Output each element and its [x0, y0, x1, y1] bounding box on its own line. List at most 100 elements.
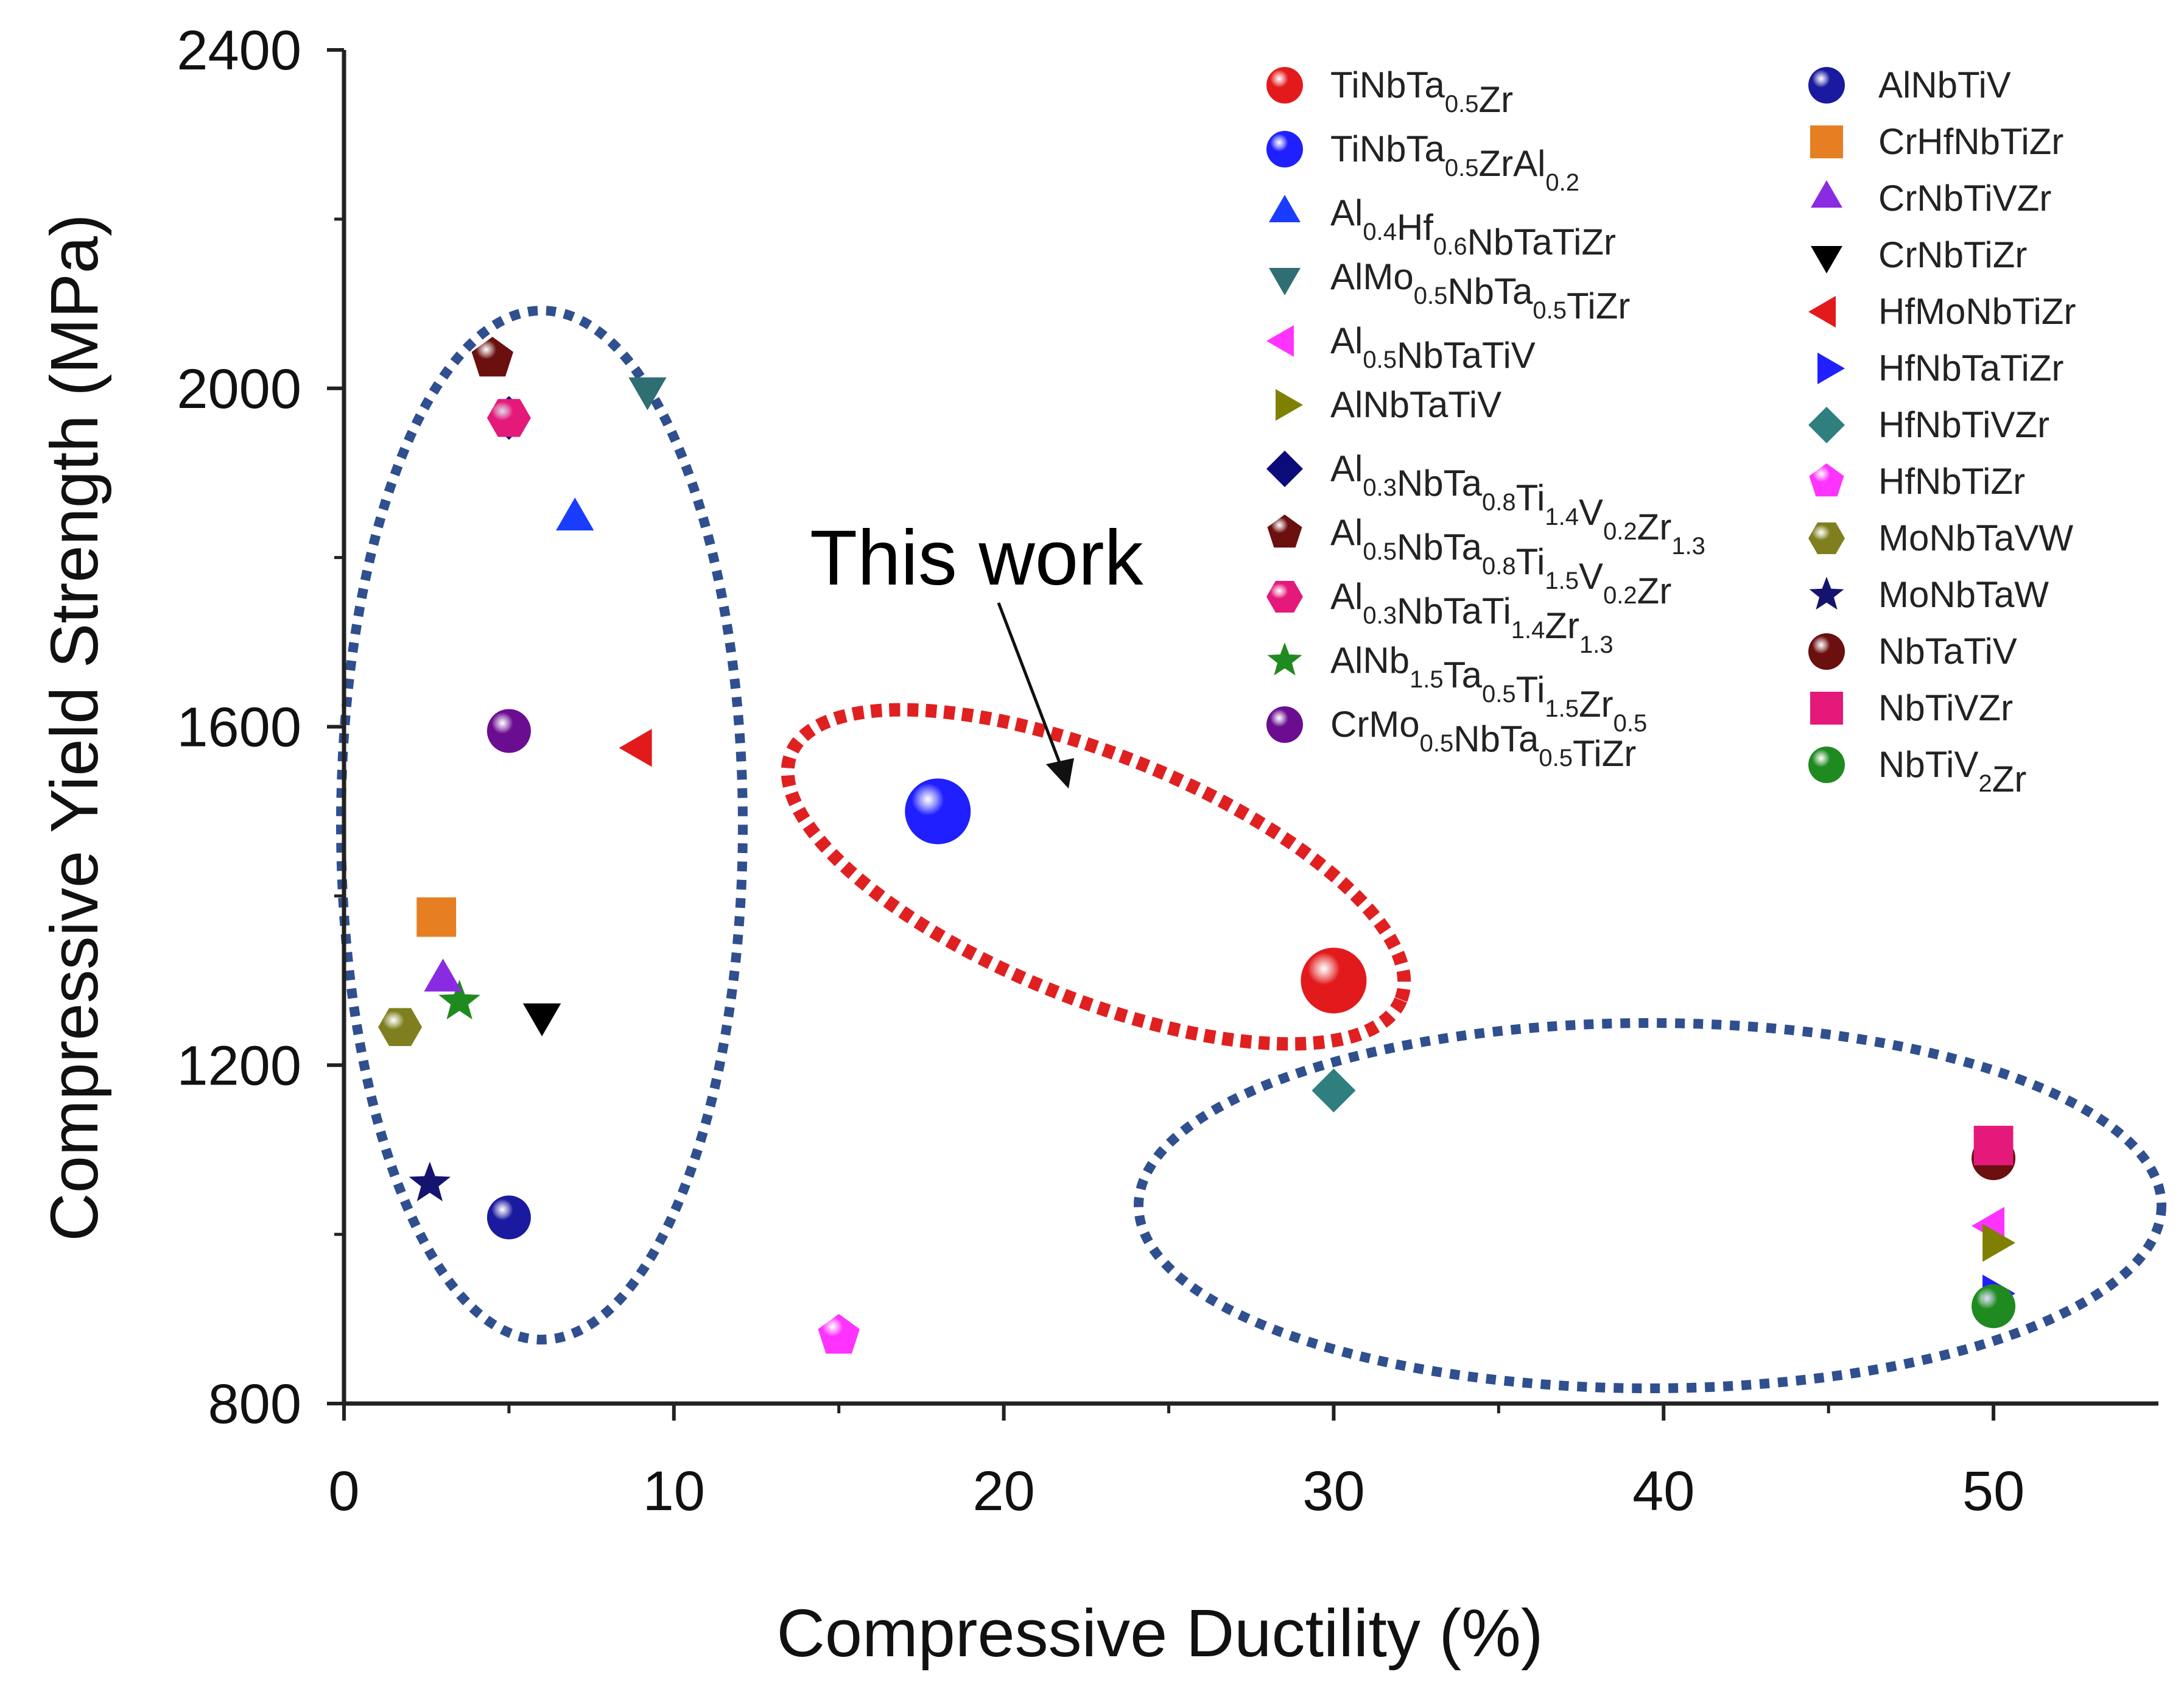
y-tick-label: 2000 — [177, 358, 301, 420]
legend-label-subscript: 0.2 — [1603, 518, 1637, 545]
legend-label-subscript: 0.5 — [1414, 283, 1448, 309]
legend-label: MoNbTaVW — [1878, 518, 2073, 558]
data-point-2 — [556, 497, 594, 531]
legend-label-main: ZrAl — [1478, 143, 1545, 184]
legend-label-subscript: 0.5 — [1482, 681, 1516, 708]
legend-label-main: Al — [1330, 576, 1363, 617]
legend-label: TiNbTa0.5ZrAl0.2 — [1330, 128, 1579, 196]
legend-label-main: HfNbTaTiZr — [1878, 348, 2063, 388]
x-tick-label: 40 — [1632, 1460, 1694, 1522]
legend-label-main: TiZr — [1567, 286, 1630, 326]
legend-label-subscript: 0.8 — [1482, 489, 1516, 516]
legend-label-main: NbTa — [1447, 271, 1533, 312]
legend-label-subscript: 1.3 — [1579, 631, 1613, 658]
data-point-19 — [378, 1008, 423, 1046]
legend-label-main: AlNbTiV — [1878, 65, 2011, 105]
legend-label-main: Ti — [1516, 669, 1545, 710]
legend-label-subscript: 1.5 — [1410, 666, 1444, 693]
legend-label-main: Zr — [1545, 605, 1579, 646]
legend-label-main: NbTa — [1453, 719, 1539, 759]
legend-label-main: MoNbTaW — [1878, 574, 2049, 615]
legend-label: HfNbTiVZr — [1878, 404, 2049, 445]
y-tick-label: 800 — [208, 1373, 302, 1435]
legend-label-main: NbTaTiV — [1878, 631, 2017, 672]
legend-marker — [1809, 463, 1844, 497]
x-axis-title: Compressive Ductility (%) — [776, 1596, 1543, 1671]
x-tick-label: 50 — [1962, 1460, 2024, 1522]
data-point-0 — [1301, 947, 1367, 1014]
legend-label-main: CrMo — [1330, 704, 1420, 745]
legend-label-main: TiZr — [1573, 733, 1636, 774]
legend-label: CrHfNbTiZr — [1878, 121, 2063, 162]
cluster-ellipse-high-ductility — [1134, 1018, 2166, 1393]
data-point-3 — [628, 377, 667, 410]
data-point-23 — [1972, 1284, 2016, 1329]
legend-label-main: NbTaTi — [1397, 591, 1511, 631]
legend-marker — [1808, 296, 1836, 328]
legend-label-main: NbTaTiZr — [1467, 222, 1616, 262]
legend-label-main: Zr — [1637, 571, 1672, 611]
legend-label-subscript: 0.8 — [1482, 553, 1516, 580]
legend-label: Al0.5NbTa0.8Ti1.5V0.2Zr — [1330, 512, 1671, 611]
legend-marker — [1269, 195, 1301, 222]
legend-marker — [1266, 451, 1303, 487]
legend-label: AlNb1.5Ta0.5Ti1.5Zr0.5 — [1330, 640, 1647, 737]
legend-label-subscript: 0.5 — [1363, 346, 1397, 373]
legend-label-main: AlNb — [1330, 640, 1410, 681]
data-point-11 — [486, 1195, 531, 1240]
data-point-15 — [619, 729, 652, 767]
legend-label-subscript: 0.6 — [1433, 233, 1467, 260]
legend-label-main: Al — [1330, 448, 1363, 489]
legend-label-subscript: 1.4 — [1511, 617, 1545, 644]
legend-label-main: AlNbTaTiV — [1330, 384, 1501, 425]
data-point-10 — [486, 709, 531, 753]
legend-label-main: NbTa — [1397, 527, 1483, 568]
legend-label-subscript: 0.4 — [1363, 219, 1397, 245]
legend-label-subscript: 0.5 — [1613, 710, 1648, 737]
legend-label: NbTaTiV — [1878, 631, 2017, 672]
legend-label-subscript: 1.5 — [1545, 568, 1579, 594]
legend-label-subscript: 1.5 — [1545, 695, 1579, 722]
legend-marker — [1817, 353, 1845, 384]
legend-label: MoNbTaW — [1878, 574, 2049, 615]
annotation-arrow — [997, 602, 1064, 771]
legend-label-main: Zr — [1478, 79, 1513, 120]
data-point-20 — [409, 1161, 451, 1201]
data-points — [378, 337, 2016, 1354]
legend-marker — [1808, 747, 1845, 783]
data-point-7 — [471, 337, 514, 377]
legend-marker — [1808, 522, 1845, 554]
legend-label: AlNbTaTiV — [1330, 384, 1501, 425]
legend-label-subscript: 0.5 — [1445, 91, 1479, 118]
data-point-1 — [905, 778, 971, 845]
legend-label-main: Al — [1330, 512, 1363, 553]
legend-label-main: Al — [1330, 320, 1363, 361]
legend-marker — [1269, 268, 1301, 295]
legend-marker — [1266, 325, 1294, 357]
legend-label-subscript: 1.3 — [1671, 533, 1705, 560]
legend-marker — [1808, 633, 1845, 670]
legend-label: AlNbTiV — [1878, 65, 2011, 105]
legend-marker — [1808, 407, 1845, 443]
legend-label-subscript: 0.3 — [1363, 474, 1397, 501]
legend-label: Al0.3NbTaTi1.4Zr1.3 — [1330, 576, 1613, 658]
y-axis-title: Compressive Yield Strength (MPa) — [37, 214, 112, 1241]
legend-label-main: AlMo — [1330, 256, 1414, 297]
legend-marker — [1267, 642, 1302, 676]
legend-label-main: MoNbTaVW — [1878, 518, 2073, 558]
legend-label-subscript: 0.5 — [1363, 538, 1397, 565]
legend-label-main: Hf — [1397, 207, 1433, 248]
legend-marker — [1276, 389, 1303, 421]
legend-label: TiNbTa0.5Zr — [1330, 65, 1513, 120]
data-point-22 — [1973, 1125, 2014, 1165]
legend-marker — [1809, 577, 1844, 610]
legend-label-main: V — [1579, 556, 1603, 597]
this-work-ellipse — [781, 703, 1411, 1051]
legend-label-main: Ti — [1516, 477, 1545, 518]
data-point-12 — [416, 897, 457, 937]
legend-label: NbTiV2Zr — [1878, 744, 2026, 800]
legend-label-main: NbTaTiV — [1397, 335, 1536, 376]
legend-label-main: HfNbTiVZr — [1878, 404, 2049, 445]
this-work-annotation: This work — [810, 515, 1144, 602]
